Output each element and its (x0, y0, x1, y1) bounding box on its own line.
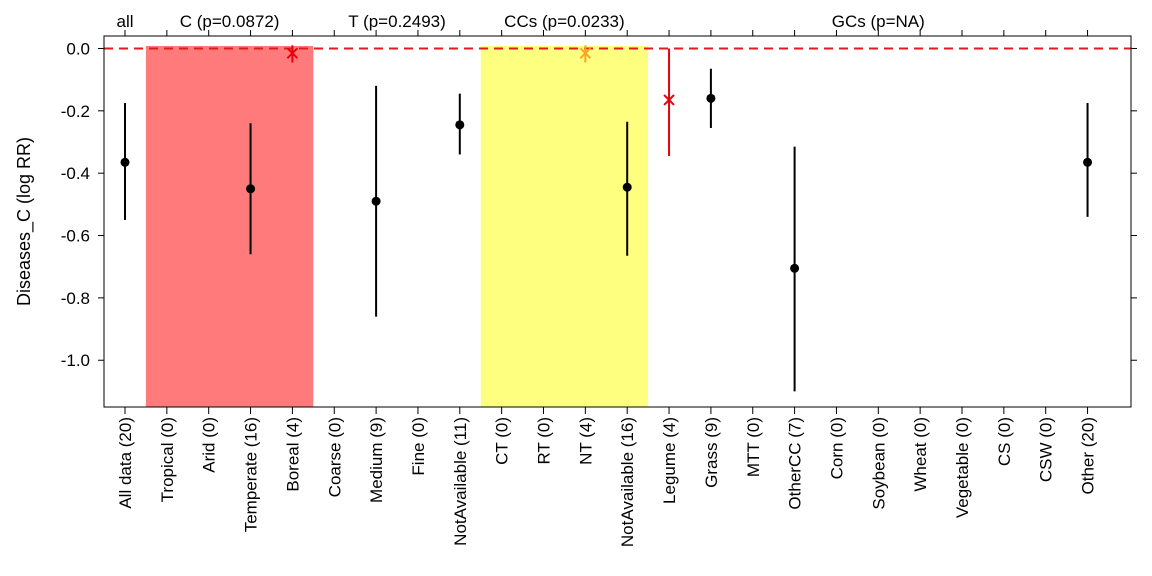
highlight-band-0 (145, 46, 314, 407)
x-tick-label: Medium (9) (367, 417, 386, 503)
x-axis: All data (20) Tropical (0) Arid (0) Tempera… (116, 30, 1098, 547)
y-axis-title: Diseases_C (log RR) (14, 137, 35, 306)
point-marker (455, 120, 465, 130)
x-tick-label: CS (0) (995, 417, 1014, 466)
x-tick-label: Other (20) (1079, 417, 1098, 494)
x-tick-label: CT (0) (493, 417, 512, 465)
group-label: GCs (p=NA) (832, 12, 925, 31)
point-marker (1083, 157, 1093, 167)
x-tick-label: Corn (0) (827, 417, 846, 479)
x-tick-label: Temperate (16) (242, 417, 261, 532)
y-tick-label: -1.0 (61, 351, 90, 370)
highlight-bands (145, 46, 649, 407)
y-tick-label: -0.4 (61, 164, 90, 183)
x-tick-label: MTT (0) (744, 417, 763, 477)
y-axis: 0.0 -0.2 -0.4 -0.6 -0.8 -1.0 (61, 39, 1137, 370)
x-tick-label: Coarse (0) (325, 417, 344, 497)
cross-stroke (579, 47, 592, 59)
y-tick-label: 0.0 (66, 39, 90, 58)
group-labels: all C (p=0.0872) T (p=0.2493) CCs (p=0.0233… (116, 12, 924, 31)
point-marker (371, 196, 381, 206)
x-tick-label: Tropical (0) (158, 417, 177, 502)
y-tick-label: -0.6 (61, 227, 90, 246)
group-label: CCs (p=0.0233) (504, 12, 624, 31)
x-tick-label: Grass (9) (702, 417, 721, 488)
highlight-band-1 (480, 46, 649, 407)
group-label: C (p=0.0872) (180, 12, 280, 31)
x-tick-label: OtherCC (7) (786, 417, 805, 510)
group-label: all (116, 12, 133, 31)
cross-marker (579, 47, 592, 59)
cross-marker (663, 94, 675, 106)
x-tick-label: RT (0) (535, 417, 554, 465)
point-markers (120, 47, 1093, 273)
x-tick-label: NotAvailable (16) (618, 417, 637, 547)
point-marker (120, 157, 130, 167)
x-tick-label: Wheat (0) (911, 417, 930, 492)
point-marker (622, 182, 632, 192)
point-marker (790, 263, 800, 273)
y-tick-label: -0.8 (61, 289, 90, 308)
x-tick-label: NotAvailable (11) (451, 417, 470, 546)
cross-marker (286, 47, 299, 59)
cross-stroke (286, 47, 299, 59)
plot-frame (103, 35, 1132, 408)
x-tick-label: Legume (4) (660, 417, 679, 504)
x-tick-label: Fine (0) (409, 417, 428, 476)
x-tick-label: Soybean (0) (869, 417, 888, 510)
group-label: T (p=0.2493) (348, 12, 446, 31)
x-tick-label: Vegetable (0) (953, 417, 972, 518)
x-tick-label: Arid (0) (200, 417, 219, 473)
x-tick-label: NT (4) (576, 417, 595, 465)
y-tick-label: -0.2 (61, 102, 90, 121)
cross-stroke (663, 94, 675, 106)
point-marker (706, 93, 716, 103)
x-tick-label: CSW (0) (1037, 417, 1056, 482)
x-tick-label: All data (20) (116, 417, 135, 509)
point-marker (246, 184, 256, 194)
x-tick-label: Boreal (4) (283, 417, 302, 492)
